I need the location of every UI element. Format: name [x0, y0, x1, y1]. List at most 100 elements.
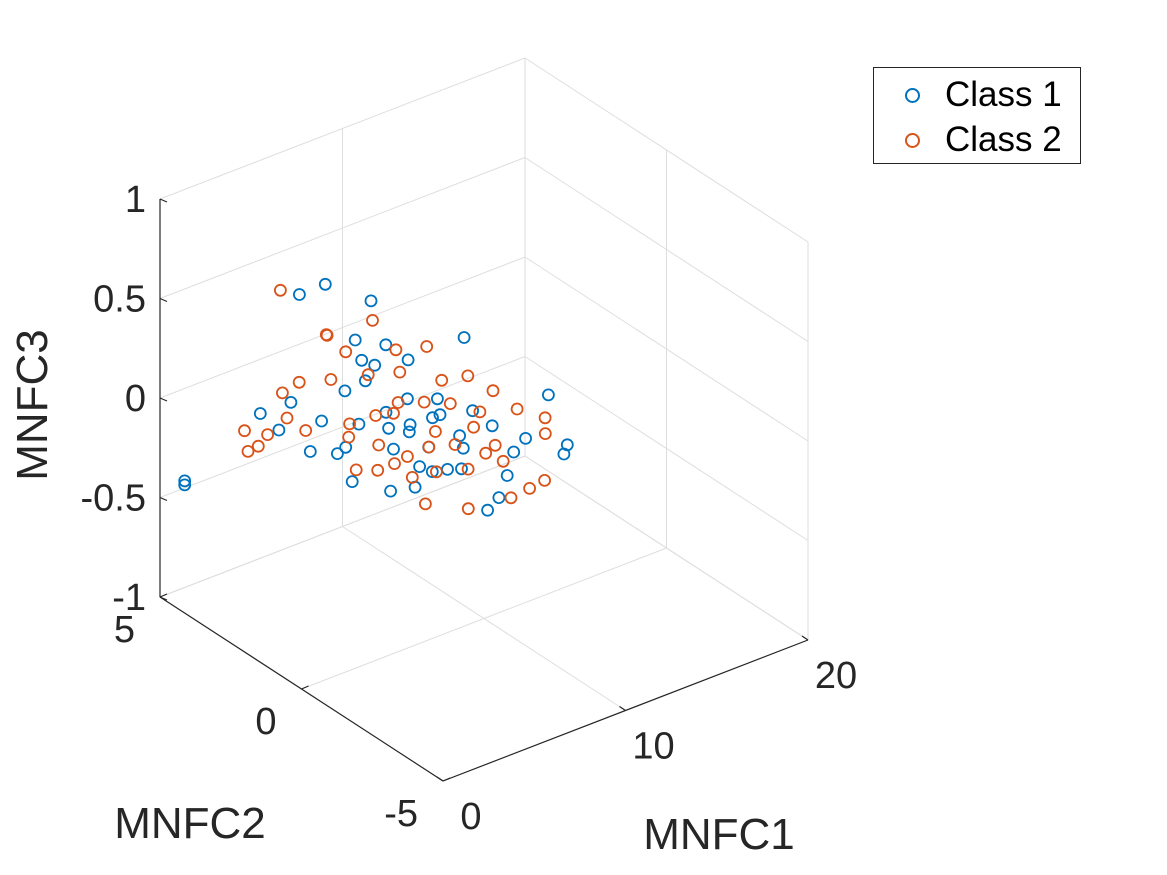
- x-tick-label: 20: [815, 655, 857, 697]
- grid-line: [159, 455, 526, 598]
- data-point-class-1: [364, 294, 378, 308]
- data-point-class-1: [178, 474, 192, 488]
- data-point-class-1: [284, 395, 298, 409]
- data-point-class-1: [492, 491, 506, 505]
- data-point-class-2: [479, 446, 493, 460]
- data-point-class-2: [510, 402, 524, 416]
- data-point-class-1: [466, 404, 480, 418]
- z-tick-label: 0: [125, 378, 146, 420]
- data-point-class-1: [379, 338, 393, 352]
- x-axis-label: MNFC1: [643, 810, 795, 859]
- data-point-class-2: [292, 375, 306, 389]
- y-axis-label: MNFC2: [114, 799, 266, 848]
- data-point-class-2: [448, 438, 462, 451]
- grid-line: [524, 157, 809, 342]
- z-tick-mark: [159, 297, 168, 303]
- data-point-class-2: [428, 425, 442, 438]
- grid-line: [524, 57, 809, 243]
- grid-line: [159, 57, 526, 200]
- data-point-class-2: [371, 463, 385, 477]
- data-point-class-1: [457, 331, 471, 344]
- data-point-class-1: [403, 418, 417, 432]
- data-point-class-1: [426, 411, 439, 425]
- data-point-class-2: [251, 439, 265, 453]
- y-tick-label: 0: [255, 701, 276, 743]
- data-point-class-1: [455, 462, 468, 476]
- data-points: [178, 277, 574, 517]
- data-point-class-2: [388, 457, 401, 471]
- data-point-class-1: [542, 388, 555, 402]
- data-point-class-2: [349, 463, 363, 477]
- data-point-class-1: [345, 475, 359, 489]
- tick-labels: 0 10 20 -5 0 5-1 -0.5 0 0.5 1: [81, 179, 858, 838]
- data-point-class-2: [369, 409, 383, 422]
- data-point-class-2: [299, 424, 313, 437]
- data-point-class-1: [338, 384, 352, 398]
- data-point-class-1: [557, 447, 571, 461]
- legend-entry-class-2: Class 2: [874, 118, 1079, 162]
- data-point-class-2: [461, 502, 475, 516]
- data-point-class-2: [273, 283, 287, 297]
- data-point-class-1: [519, 431, 532, 445]
- data-point-class-2: [467, 420, 481, 434]
- z-tick-label: -0.5: [81, 478, 146, 520]
- z-tick-label: 0.5: [93, 279, 146, 321]
- data-point-class-2: [461, 462, 475, 476]
- data-point-class-2: [241, 444, 255, 458]
- data-point-class-1: [292, 288, 306, 301]
- data-point-class-2: [538, 473, 551, 487]
- axes: [159, 198, 809, 782]
- data-point-class-2: [393, 365, 407, 379]
- data-point-class-2: [387, 406, 400, 420]
- data-point-class-1: [413, 460, 427, 474]
- y-tick-mark: [301, 685, 309, 690]
- x-tick-label: 0: [460, 796, 481, 838]
- legend: Class 1 Class 2: [873, 67, 1081, 164]
- data-point-class-2: [400, 450, 414, 463]
- data-point-class-1: [352, 417, 366, 431]
- data-point-class-1: [303, 445, 317, 458]
- data-point-class-1: [425, 465, 439, 479]
- data-point-class-2: [422, 440, 436, 454]
- data-point-class-2: [504, 491, 518, 505]
- y-tick-label: 5: [114, 609, 135, 651]
- data-point-class-2: [366, 313, 379, 327]
- data-point-class-1: [253, 407, 267, 420]
- data-point-class-2: [261, 428, 275, 442]
- x-tick-label: 10: [632, 726, 674, 768]
- data-point-class-2: [361, 368, 375, 382]
- data-point-class-1: [430, 392, 444, 406]
- data-point-class-1: [401, 353, 415, 367]
- data-point-class-2: [486, 384, 500, 398]
- data-point-class-2: [372, 438, 386, 452]
- data-point-class-2: [461, 369, 475, 383]
- data-point-class-2: [391, 396, 405, 409]
- data-point-class-2: [343, 417, 357, 431]
- data-point-class-1: [382, 421, 396, 435]
- data-point-class-1: [368, 358, 382, 372]
- data-point-class-2: [435, 373, 449, 387]
- legend-marker-class-1: [905, 87, 920, 103]
- z-axis-label: MNFC3: [8, 329, 57, 481]
- y-tick-mark: [159, 593, 168, 598]
- z-tick-mark: [159, 198, 168, 203]
- data-point-class-2: [473, 405, 487, 419]
- data-point-class-1: [178, 478, 192, 492]
- data-point-class-2: [417, 395, 431, 409]
- data-point-class-1: [330, 447, 344, 461]
- data-point-class-2: [324, 373, 338, 386]
- data-point-class-2: [418, 497, 432, 511]
- data-point-class-1: [358, 374, 372, 388]
- data-point-class-1: [441, 462, 454, 476]
- data-point-class-2: [443, 397, 457, 411]
- data-point-class-2: [275, 386, 289, 400]
- data-point-class-1: [433, 408, 447, 422]
- legend-label-class-2: Class 2: [945, 120, 1062, 159]
- data-point-class-2: [339, 345, 353, 359]
- legend-marker-class-2: [905, 132, 920, 148]
- data-point-class-1: [355, 353, 369, 367]
- data-point-class-2: [389, 343, 403, 357]
- data-point-class-2: [420, 340, 434, 353]
